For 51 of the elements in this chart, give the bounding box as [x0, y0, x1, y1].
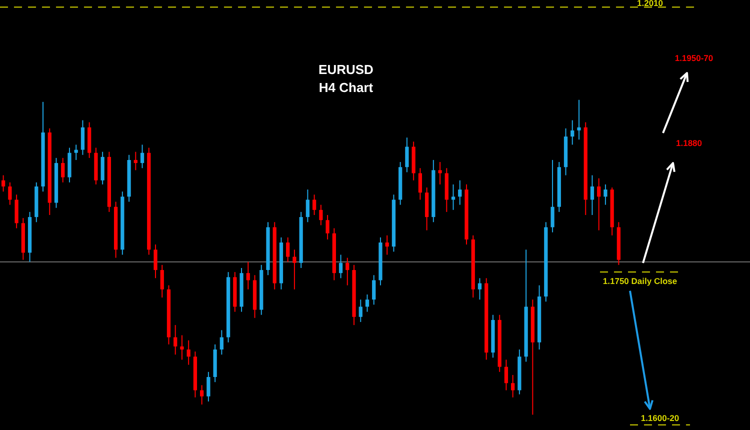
- candlestick: [385, 234, 389, 256]
- ref-line-label: 1.1600-20: [640, 412, 680, 423]
- candlestick: [306, 189, 310, 223]
- candlestick: [140, 144, 144, 169]
- candlestick: [134, 151, 138, 171]
- candlestick: [372, 274, 376, 306]
- candlestick: [478, 278, 482, 300]
- text: H4 Chart: [318, 80, 374, 95]
- candlestick: [154, 244, 158, 279]
- candlestick: [200, 384, 204, 406]
- candlestick: [590, 174, 594, 216]
- candlestick: [358, 299, 362, 322]
- text: EURUSD: [318, 62, 374, 77]
- candlestick: [338, 254, 343, 279]
- candlestick: [74, 144, 78, 160]
- candlestick: [286, 236, 290, 262]
- text: 1.1880: [676, 138, 702, 148]
- candlestick: [511, 374, 515, 398]
- candlestick: [61, 157, 65, 183]
- candlestick: [180, 334, 184, 360]
- candlestick: [346, 257, 350, 286]
- candlestick: [186, 340, 190, 366]
- candlestick: [292, 249, 296, 290]
- candlestick: [458, 180, 462, 206]
- candlestick: [365, 294, 370, 312]
- candlestick: [326, 214, 330, 240]
- candlestick: [319, 204, 323, 226]
- candlestick: [1, 174, 6, 192]
- candlestick: [80, 120, 85, 156]
- candlestick: [577, 99, 581, 140]
- candlestick: [246, 261, 250, 290]
- candlestick: [100, 151, 104, 185]
- candlestick: [312, 194, 316, 216]
- ref-line-label: 1.1750 Daily Close: [602, 276, 678, 286]
- candlestick: [174, 324, 178, 356]
- candlestick: [438, 162, 442, 185]
- candlestick: [570, 120, 574, 146]
- ref-line-label: 1.2010: [637, 0, 664, 8]
- candlestick: [8, 182, 12, 206]
- candlestick: [206, 371, 210, 402]
- candlestick: [14, 194, 18, 229]
- text: 1.1950-70: [674, 53, 714, 63]
- candlestick: [550, 159, 554, 233]
- candlestick: [418, 168, 422, 200]
- candlestick: [405, 137, 409, 173]
- candlestick: [451, 184, 456, 210]
- candlestick: [504, 359, 508, 391]
- candlestick: [160, 264, 164, 298]
- candlestick: [597, 178, 601, 231]
- candlestick: [220, 330, 224, 356]
- candlestick: [604, 184, 608, 206]
